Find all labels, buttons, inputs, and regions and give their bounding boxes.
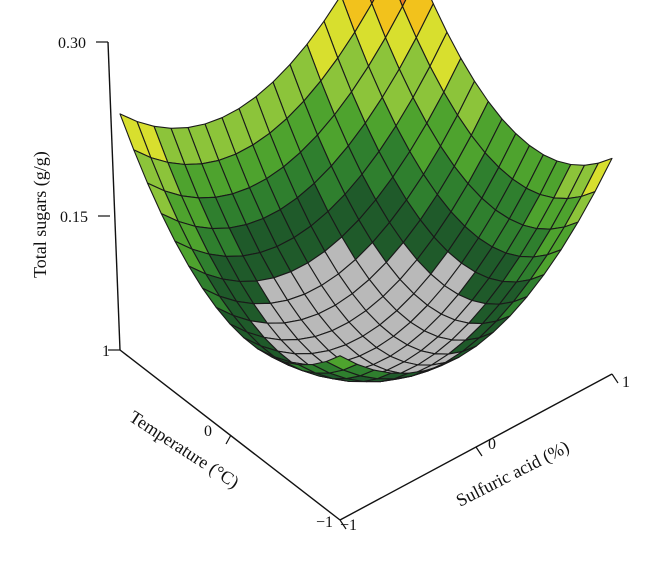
y-tick-label-top: 1 — [102, 343, 110, 360]
x-tick-label-right: 1 — [622, 374, 630, 391]
y-tick-0 — [225, 434, 232, 445]
y-tick-label-bottom: −1 — [316, 514, 333, 531]
z-tick-label-mid: 0.15 — [60, 209, 88, 226]
chart-axes — [96, 41, 619, 530]
surface-cell — [325, 355, 358, 371]
y-axis-line — [119, 349, 341, 521]
surface-cell — [399, 0, 407, 7]
x-axis-title: Sulfuric acid (%) — [453, 436, 573, 511]
y-tick-label-mid: 0 — [204, 423, 212, 440]
y-axis-title: Temperature (°C) — [125, 407, 242, 493]
x-tick-label-mid: 0 — [488, 436, 496, 453]
x-tick-1 — [611, 373, 619, 384]
z-axis-title: Total sugars (g/g) — [30, 151, 51, 278]
x-tick-0 — [475, 446, 483, 457]
surface-plot — [119, 0, 613, 383]
z-axis-line — [107, 41, 121, 351]
z-tick-label-top: 0.30 — [58, 35, 86, 52]
x-tick-label-left: −1 — [340, 517, 357, 534]
x-tick-minus1 — [339, 519, 347, 530]
